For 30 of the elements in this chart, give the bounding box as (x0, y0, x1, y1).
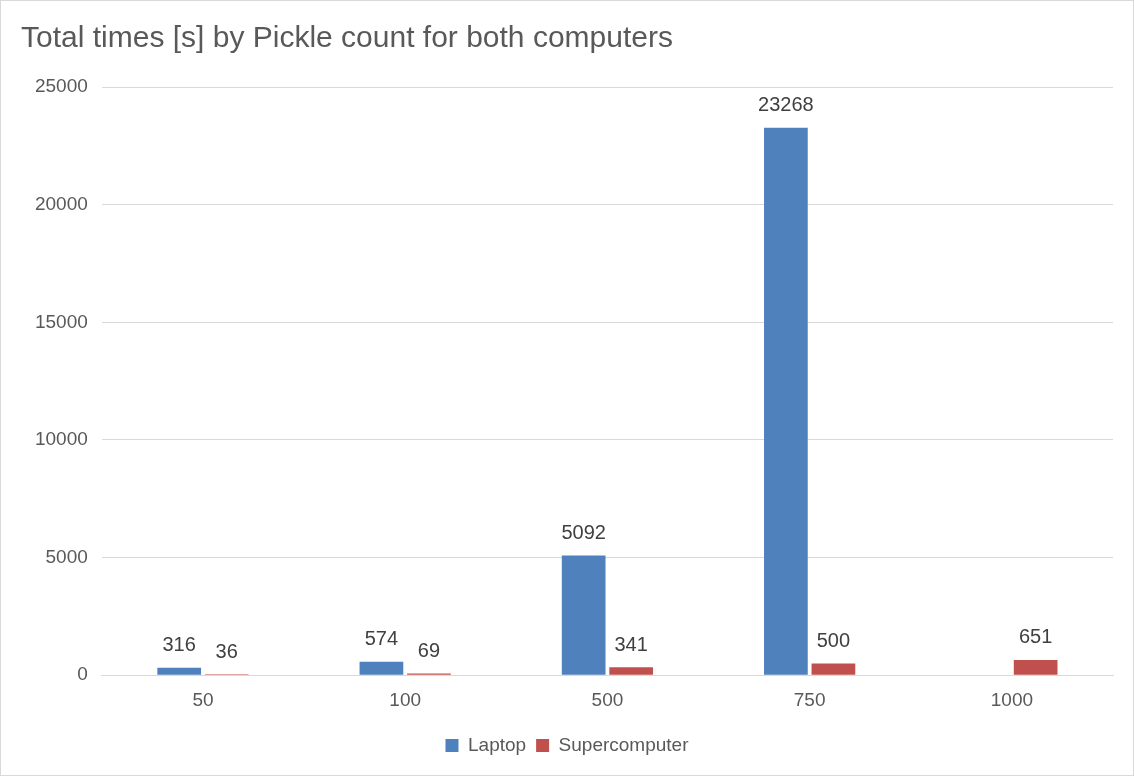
x-tick-label: 1000 (990, 688, 1034, 710)
y-tick-label: 0 (77, 663, 88, 685)
bar (1013, 659, 1058, 675)
data-label: 316 (162, 633, 196, 656)
bar (764, 127, 808, 675)
bar (561, 555, 606, 675)
x-tick-label: 50 (192, 688, 214, 710)
bar (359, 661, 404, 675)
data-label: 500 (816, 628, 851, 651)
y-tick-label: 20000 (34, 192, 88, 214)
x-tick-label: 500 (591, 688, 624, 710)
data-label: 36 (215, 639, 238, 662)
data-label: 651 (1018, 625, 1053, 648)
bar (157, 667, 202, 675)
x-tick-label: 750 (793, 688, 826, 710)
bar (609, 667, 654, 675)
x-tick-label: 100 (389, 688, 422, 710)
legend-label: Laptop (467, 733, 527, 755)
legend-label: Supercomputer (558, 733, 690, 755)
data-label: 341 (614, 632, 648, 655)
bar (811, 663, 856, 675)
y-tick-label: 15000 (34, 310, 88, 332)
data-label: 23268 (758, 93, 814, 116)
y-tick-label: 10000 (34, 428, 88, 450)
y-tick-label: 25000 (34, 75, 88, 97)
data-label: 5092 (561, 520, 606, 543)
data-label: 69 (417, 639, 441, 662)
chart-title: Total times [s] by Pickle count for both computers (21, 20, 673, 54)
y-tick-label: 5000 (45, 545, 88, 567)
data-label: 574 (364, 627, 399, 650)
